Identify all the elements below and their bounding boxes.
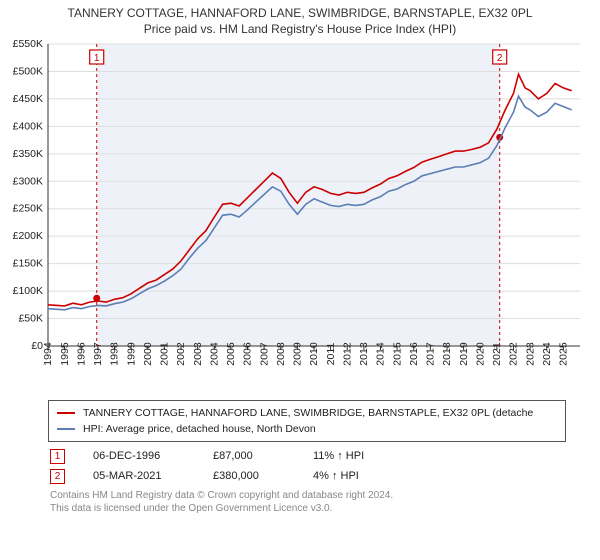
- marker-delta-2: 4% ↑ HPI: [313, 470, 433, 482]
- svg-text:2: 2: [497, 53, 503, 64]
- marker-delta-1: 11% ↑ HPI: [313, 450, 433, 462]
- legend-swatch-blue: [57, 428, 75, 430]
- legend-label-red: TANNERY COTTAGE, HANNAFORD LANE, SWIMBRI…: [83, 407, 533, 419]
- marker-date-1: 06-DEC-1996: [93, 450, 213, 462]
- legend-swatch-red: [57, 412, 75, 414]
- svg-text:£300K: £300K: [13, 175, 43, 187]
- svg-text:£100K: £100K: [13, 285, 43, 297]
- legend-row-blue: HPI: Average price, detached house, Nort…: [57, 421, 557, 437]
- title-line2: Price paid vs. HM Land Registry's House …: [10, 22, 590, 36]
- svg-text:£500K: £500K: [13, 65, 43, 77]
- svg-text:1: 1: [94, 53, 100, 64]
- footer: Contains HM Land Registry data © Crown c…: [30, 490, 566, 515]
- marker-row-1: 1 06-DEC-1996 £87,000 11% ↑ HPI: [30, 446, 566, 466]
- svg-text:£550K: £550K: [13, 38, 43, 50]
- svg-text:£400K: £400K: [13, 120, 43, 132]
- footer-line1: Contains HM Land Registry data © Crown c…: [50, 490, 566, 503]
- marker-badge-2: 2: [50, 469, 65, 484]
- legend-label-blue: HPI: Average price, detached house, Nort…: [83, 423, 316, 435]
- legend: TANNERY COTTAGE, HANNAFORD LANE, SWIMBRI…: [48, 400, 566, 442]
- svg-text:£250K: £250K: [13, 203, 43, 215]
- marker-date-2: 05-MAR-2021: [93, 470, 213, 482]
- marker-row-2: 2 05-MAR-2021 £380,000 4% ↑ HPI: [30, 466, 566, 486]
- marker-badge-1: 1: [50, 449, 65, 464]
- svg-text:£450K: £450K: [13, 93, 43, 105]
- price-chart: £0£50K£100K£150K£200K£250K£300K£350K£400…: [0, 36, 600, 396]
- svg-text:£50K: £50K: [18, 313, 43, 325]
- legend-row-red: TANNERY COTTAGE, HANNAFORD LANE, SWIMBRI…: [57, 405, 557, 421]
- marker-price-1: £87,000: [213, 450, 313, 462]
- svg-text:£350K: £350K: [13, 148, 43, 160]
- chart-title: TANNERY COTTAGE, HANNAFORD LANE, SWIMBRI…: [0, 0, 600, 36]
- svg-text:£200K: £200K: [13, 230, 43, 242]
- marker-price-2: £380,000: [213, 470, 313, 482]
- title-line1: TANNERY COTTAGE, HANNAFORD LANE, SWIMBRI…: [10, 6, 590, 20]
- chart-area: £0£50K£100K£150K£200K£250K£300K£350K£400…: [0, 36, 600, 396]
- svg-text:£150K: £150K: [13, 258, 43, 270]
- marker-table: 1 06-DEC-1996 £87,000 11% ↑ HPI 2 05-MAR…: [30, 446, 566, 486]
- footer-line2: This data is licensed under the Open Gov…: [50, 503, 566, 516]
